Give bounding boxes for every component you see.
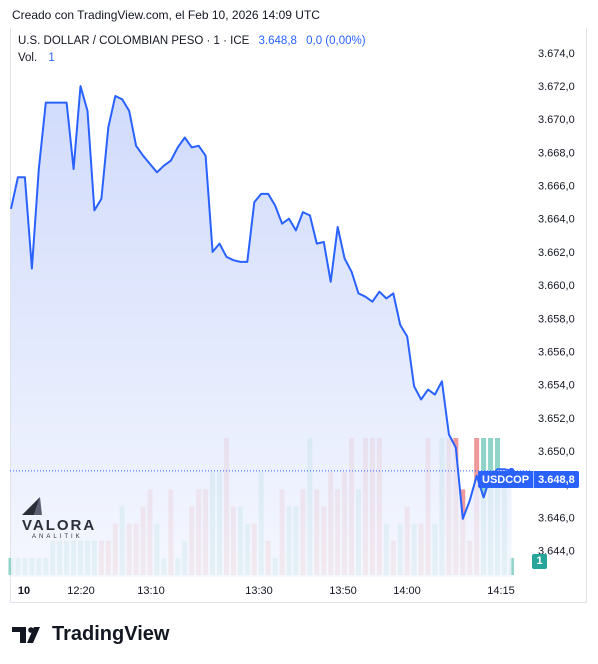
volume-bar [508,557,514,575]
watermark-brand: VALORA [22,517,97,534]
y-tick-label: 3.656,0 [538,346,575,358]
y-tick-label: 3.658,0 [538,313,575,325]
symbol-label: U.S. DOLLAR / COLOMBIAN PESO · 1 · ICE [18,35,250,47]
y-tick-label: 3.646,0 [538,512,575,524]
chart-frame [10,28,587,603]
price-tag-ticker: USDCOP [482,473,530,486]
last-price: 3.648,8 [258,35,297,47]
y-tick-label: 3.674,0 [538,48,575,60]
price-tag-price: 3.648,8 [538,473,575,486]
tradingview-logo-icon [12,626,40,643]
tradingview-footer: TradingView [12,623,169,646]
x-tick-label: 13:10 [137,585,165,597]
y-tick-label: 3.660,0 [538,280,575,292]
price-line [10,85,512,520]
y-tick-label: 3.654,0 [538,380,575,392]
volume-legend: Vol. 1 [18,52,55,64]
x-tick-label: 10 [18,585,30,597]
y-tick-label: 3.652,0 [538,413,575,425]
volume-label: Vol. [18,52,38,64]
y-tick-label: 3.650,0 [538,446,575,458]
watermark-sub: ANALITIK [32,534,83,540]
current-price-tag: USDCOP 3.648,8 [478,471,579,488]
price-area [11,86,512,577]
x-tick-label: 13:50 [329,585,357,597]
x-tick-label: 13:30 [245,585,273,597]
price-change: 0,0 (0,00%) [306,35,366,47]
y-tick-label: 3.666,0 [538,181,575,193]
y-tick-label: 3.662,0 [538,247,575,259]
y-tick-label: 3.664,0 [538,214,575,226]
y-tick-label: 3.672,0 [538,81,575,93]
y-tick-label: 3.644,0 [538,545,575,557]
volume-value: 1 [48,52,55,64]
chart-legend: U.S. DOLLAR / COLOMBIAN PESO · 1 · ICE 3… [18,35,366,47]
x-tick-label: 14:00 [393,585,421,597]
valora-logo-icon [22,497,42,515]
y-tick-label: 3.670,0 [538,114,575,126]
footer-brand: TradingView [52,623,170,645]
x-tick-label: 12:20 [67,585,95,597]
created-by-text: Creado con TradingView.com, el Feb 10, 2… [12,8,320,22]
price-tag-divider [533,471,535,488]
x-tick-label: 14:15 [487,585,515,597]
volume-badge: 1 [532,554,547,569]
y-tick-label: 3.668,0 [538,147,575,159]
